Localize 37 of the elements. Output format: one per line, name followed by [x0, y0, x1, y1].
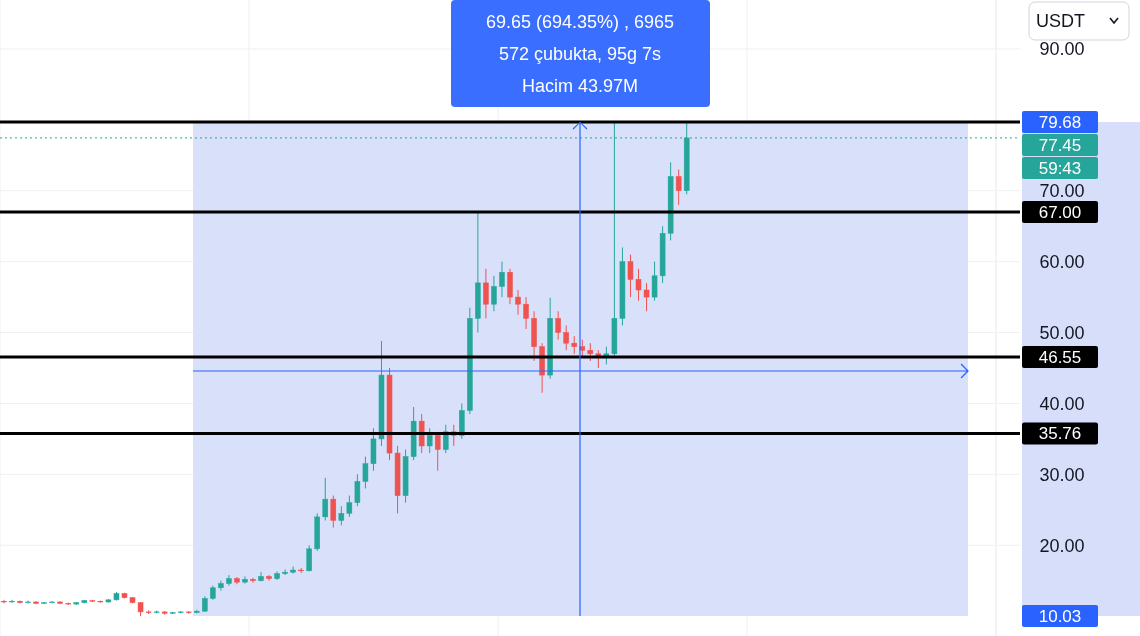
candlestick: [563, 324, 569, 351]
candlestick: [226, 574, 232, 587]
candlestick: [515, 289, 521, 316]
y-tick-label: 20.00: [1039, 535, 1085, 556]
text: 59:43: [1038, 159, 1082, 179]
candlestick: [426, 427, 433, 454]
candlestick: [491, 275, 497, 312]
annotation: Hacim 43.97M: [521, 76, 639, 97]
ref-line-label: 79.68: [1038, 113, 1082, 133]
y-tick-label: 50.00: [1039, 322, 1085, 343]
candlestick: [555, 310, 561, 341]
y-tick-label: 60.00: [1039, 251, 1085, 272]
candlestick: [483, 268, 489, 319]
y-tick-label: 70.00: [1039, 181, 1085, 202]
ref-line-label: 46.55: [1038, 347, 1082, 367]
annotation: 572 çubukta, 95g 7s: [498, 44, 662, 65]
candlestick: [330, 495, 337, 529]
y-tick-label: 90.00: [1039, 39, 1085, 60]
candlestick: [322, 477, 329, 521]
candlestick: [250, 577, 256, 584]
y-tick-label: 30.00: [1039, 464, 1085, 485]
candlestick: [499, 261, 505, 298]
text: 10.03: [1038, 606, 1082, 626]
candlestick: [282, 568, 288, 576]
candlestick: [338, 505, 345, 526]
text: USDT: [1036, 11, 1085, 32]
ref-line-label: 35.76: [1038, 424, 1082, 444]
candlestick: [523, 296, 529, 330]
y-tick-label: 40.00: [1039, 393, 1085, 414]
annotation: 69.65 (694.35%) , 6965: [485, 12, 675, 33]
candlestick: [218, 580, 224, 592]
candlestick: [675, 168, 682, 206]
ref-line-label: 77.45: [1038, 136, 1082, 156]
candlestick: [306, 544, 312, 572]
candlestick: [242, 575, 248, 585]
ref-line-label: 67.00: [1038, 202, 1082, 222]
candlestick: [266, 574, 272, 582]
